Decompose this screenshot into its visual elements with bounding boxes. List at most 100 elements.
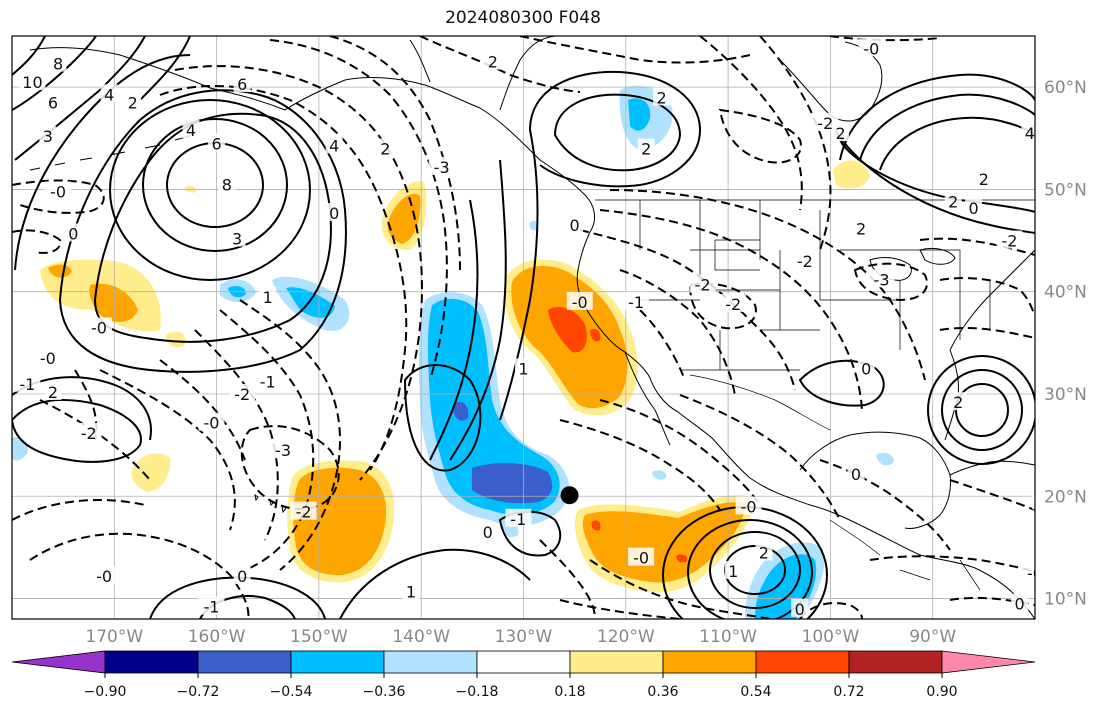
contour-label: 8 — [222, 175, 232, 194]
contour-label-bg — [49, 53, 67, 72]
longitude-label: 100°W — [802, 627, 860, 647]
shade-red-mexico-1 — [591, 520, 601, 531]
contour-label: 0 — [329, 204, 339, 223]
contour-label-bg — [45, 181, 72, 200]
contour-label-bg — [91, 566, 118, 585]
shade-light-blue-tiny — [652, 470, 667, 480]
shade-royal-blue-small — [452, 401, 469, 421]
contour-label-bg — [325, 135, 343, 154]
contour-label-bg — [653, 87, 671, 106]
shade-light-blue-gulf — [876, 452, 894, 466]
colorbar-tick-label: −0.18 — [456, 684, 499, 700]
contour-label-bg — [14, 373, 41, 392]
contour-label: 2 — [953, 393, 963, 412]
contour-label-bg — [847, 463, 865, 482]
contour-label-bg — [949, 392, 967, 411]
contour-label-bg — [1022, 562, 1035, 581]
contour-label-bg — [637, 138, 655, 157]
contour-label-bg — [791, 251, 818, 270]
shade-blue-trough — [428, 298, 560, 515]
contour-label-bg — [515, 358, 532, 377]
longitude-label: 90°W — [909, 627, 956, 647]
colorbar-segment — [941, 650, 1036, 674]
contour-label-bg — [628, 547, 655, 566]
contour-label: 2 — [856, 219, 866, 238]
colorbar-tick-label: 0.90 — [926, 684, 957, 700]
contour-label-bg — [1042, 210, 1059, 228]
shade-red-california — [548, 306, 587, 353]
contour-label-bg — [290, 501, 317, 520]
contour-label-bg — [479, 522, 497, 541]
contour-label: -2 — [81, 424, 97, 443]
contour-label: -1 — [628, 293, 644, 312]
contour-label: -3 — [275, 441, 291, 460]
contour-label: 2 — [759, 544, 769, 563]
shade-orange-westpac-2 — [48, 264, 72, 278]
colorbar-segment — [383, 650, 478, 674]
longitude-label: 150°W — [290, 627, 348, 647]
contour-label: -3 — [874, 270, 890, 289]
shade-orange-central — [293, 467, 387, 576]
contour-label: -0 — [50, 182, 66, 201]
colorbar-tick-label: 0.54 — [740, 684, 771, 700]
contour-label-bg — [724, 560, 742, 579]
colorbar-tick-label: −0.54 — [270, 684, 313, 700]
shade-blue-patch-2 — [286, 287, 335, 318]
contour-label: -1 — [510, 510, 526, 529]
colorbar-segment — [569, 650, 664, 674]
contour-label: -2 — [234, 385, 250, 404]
longitude-label: 170°W — [85, 627, 143, 647]
map-frame — [11, 35, 1036, 620]
colorbar-tick-label: −0.72 — [177, 684, 220, 700]
contour-label-bg — [1032, 491, 1035, 510]
longitude-label: 120°W — [597, 627, 655, 647]
contour-label: -1 — [19, 375, 35, 394]
colorbar-segment — [755, 650, 850, 674]
contour-label-bg — [228, 228, 246, 247]
contour-label: 2 — [128, 93, 138, 112]
contour-label: -2 — [695, 276, 711, 295]
contour-label-bg — [852, 218, 870, 237]
latitude-label: 40°N — [1044, 283, 1087, 303]
contour-label: 0 — [969, 199, 979, 218]
contour-label: -2 — [817, 114, 833, 133]
contour-label: -0 — [741, 497, 757, 516]
contour-label-bg — [75, 422, 102, 441]
contour-label-bg — [208, 133, 226, 152]
contour-label-bg — [85, 317, 112, 336]
contour-label: -0 — [572, 293, 588, 312]
contour-label-bg — [1011, 593, 1029, 612]
contour-label-bg — [858, 38, 885, 57]
contour-label: -0 — [1027, 564, 1043, 583]
contour-label: -2 — [725, 295, 741, 314]
contour-label-bg — [566, 291, 593, 310]
contour-label: 2 — [641, 140, 651, 159]
contour-label-bg — [34, 348, 61, 367]
colorbar-segment — [197, 650, 292, 674]
contour-label-bg — [19, 72, 46, 91]
shade-blue-canada — [628, 98, 651, 131]
contour-label-bg — [376, 138, 394, 157]
contour-label-bg — [689, 274, 716, 293]
shade-orange-westpac — [89, 283, 138, 322]
shade-yellow-central-2 — [131, 453, 171, 492]
contour-label: 2 — [979, 170, 989, 189]
contour-label-bg — [505, 508, 532, 527]
contour-label: 0 — [1015, 595, 1025, 614]
contour-label-bg — [44, 92, 62, 111]
colorbar-tick-label: −0.36 — [363, 684, 406, 700]
contour-label: 10 — [22, 73, 42, 92]
latitude-tick-labels: 60°N 50°N 40°N 30°N 20°N 10°N — [1044, 78, 1087, 609]
contour-label: -0 — [633, 549, 649, 568]
contour-label: 0 — [851, 465, 861, 484]
contour-label: 0 — [483, 523, 493, 542]
contour-label: 1 — [728, 562, 738, 581]
longitude-label: 130°W — [495, 627, 553, 647]
contour-label: -2 — [1001, 232, 1017, 251]
shade-yellow-westpac-2 — [166, 331, 186, 348]
contour-label-bg — [832, 123, 850, 142]
contour-label-bg — [566, 215, 584, 234]
contour-label-bg — [229, 383, 256, 402]
contour-label-bg — [428, 156, 455, 175]
contour-label: -0 — [204, 414, 220, 433]
